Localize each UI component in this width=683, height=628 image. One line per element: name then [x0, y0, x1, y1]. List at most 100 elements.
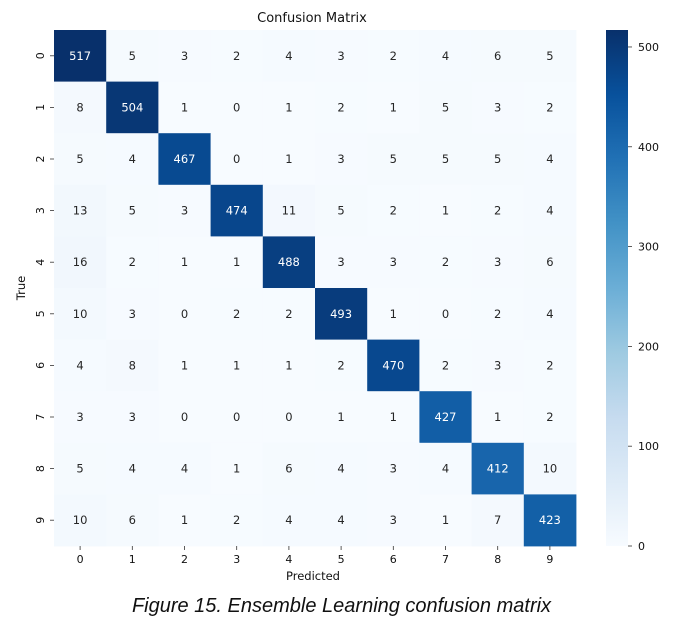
cell-value-label: 1	[390, 307, 397, 321]
heatmap-cell	[210, 442, 264, 495]
cell-value-label: 6	[494, 49, 501, 63]
cell-value-label: 504	[121, 100, 143, 114]
heatmap-cell	[367, 81, 420, 134]
cell-value-label: 1	[181, 358, 188, 372]
cell-value-label: 16	[73, 255, 88, 269]
x-tick-label: 2	[181, 553, 188, 566]
heatmap-cell	[523, 288, 577, 340]
heatmap-cell	[367, 391, 420, 444]
heatmap-cell	[158, 288, 211, 340]
heatmap-cell	[158, 30, 211, 82]
cell-value-label: 13	[73, 204, 88, 218]
colorbar-tick-label: 200	[638, 340, 659, 353]
y-axis-ticks: 0 1 2 3 4 5 6 7 8 9	[34, 52, 54, 524]
cell-value-label: 427	[435, 410, 457, 424]
heatmap-cell	[106, 133, 159, 186]
heatmap-cell	[523, 30, 577, 82]
cell-value-label: 1	[233, 255, 240, 269]
heatmap-cell	[419, 133, 472, 186]
cell-value-label: 5	[494, 152, 501, 166]
cell-value-label: 2	[494, 204, 501, 218]
cell-value-label: 3	[390, 462, 397, 476]
heatmap-cell	[315, 133, 368, 186]
x-tick-label: 6	[390, 553, 397, 566]
y-tick-label: 4	[34, 259, 47, 266]
heatmap-cell	[367, 133, 420, 186]
heatmap-cell	[315, 288, 368, 340]
heatmap-cell	[106, 30, 159, 82]
cell-value-label: 5	[76, 462, 83, 476]
cell-value-label: 5	[337, 204, 344, 218]
heatmap-cell	[106, 391, 159, 444]
cell-value-label: 467	[174, 152, 196, 166]
chart-title: Confusion Matrix	[257, 11, 367, 26]
heatmap-cell	[523, 391, 577, 444]
cell-value-label: 4	[181, 462, 188, 476]
cell-value-label: 3	[129, 410, 136, 424]
cell-value-label: 3	[337, 152, 344, 166]
heatmap-cell	[315, 442, 368, 495]
heatmap-cell	[315, 339, 368, 392]
cell-value-label: 2	[233, 307, 240, 321]
heatmap-cell	[419, 288, 472, 340]
cell-value-label: 4	[129, 462, 136, 476]
heatmap-cell	[367, 30, 420, 82]
x-axis-label: Predicted	[286, 569, 340, 583]
heatmap-cell	[106, 442, 159, 495]
heatmap-cell	[367, 339, 420, 392]
heatmap-cell	[210, 133, 264, 186]
heatmap-cell	[471, 133, 525, 186]
cell-value-label: 7	[494, 513, 501, 527]
heatmap-cell	[523, 133, 577, 186]
heatmap-cell	[210, 288, 264, 340]
heatmap-cell	[106, 236, 159, 289]
heatmap-cell	[419, 184, 472, 237]
heatmap-cell	[419, 30, 472, 82]
cell-value-label: 4	[129, 152, 136, 166]
x-tick-label: 7	[442, 553, 449, 566]
heatmap-cell	[523, 236, 577, 289]
cell-value-label: 2	[129, 255, 136, 269]
cell-value-label: 2	[442, 358, 449, 372]
heatmap-cell	[523, 494, 577, 547]
cell-value-label: 4	[337, 462, 344, 476]
heatmap-cell	[419, 236, 472, 289]
heatmap-cell	[158, 391, 211, 444]
heatmap-cell	[367, 184, 420, 237]
cell-value-label: 3	[494, 358, 501, 372]
heatmap-cell-labels: 517 5 3 2 4 3 2 4 6 58 504 1 0 1 2 1 5 3 25 4 467 0 1 3 5 5 5 413 5 3…	[69, 49, 561, 527]
heatmap-cell	[210, 30, 264, 82]
heatmap-cell	[471, 494, 525, 547]
colorbar-tick-label: 400	[638, 141, 659, 154]
heatmap-cell	[367, 494, 420, 547]
heatmap-cell	[54, 30, 107, 82]
colorbar-tick-label: 300	[638, 241, 659, 254]
cell-value-label: 4	[546, 307, 553, 321]
cell-value-label: 488	[278, 255, 300, 269]
heatmap-cells	[54, 30, 577, 547]
cell-value-label: 4	[285, 513, 292, 527]
x-tick-label: 3	[233, 553, 240, 566]
heatmap-cell	[54, 236, 107, 289]
x-axis-ticks: 0 1 2 3 4 5 6 7 8 9	[77, 546, 553, 566]
colorbar-tick-label: 100	[638, 440, 659, 453]
cell-value-label: 8	[76, 100, 83, 114]
cell-value-label: 1	[390, 410, 397, 424]
heatmap-cell	[471, 391, 525, 444]
cell-value-label: 3	[129, 307, 136, 321]
heatmap-cell	[210, 494, 264, 547]
cell-value-label: 493	[330, 307, 352, 321]
cell-value-label: 4	[546, 152, 553, 166]
heatmap-cell	[523, 184, 577, 237]
cell-value-label: 0	[233, 100, 240, 114]
heatmap-cell	[262, 288, 316, 340]
heatmap-cell	[262, 30, 316, 82]
heatmap-cell	[471, 288, 525, 340]
cell-value-label: 2	[337, 358, 344, 372]
heatmap-cell	[106, 81, 159, 134]
y-tick-label: 1	[34, 104, 47, 111]
cell-value-label: 517	[69, 49, 91, 63]
cell-value-label: 0	[285, 410, 292, 424]
cell-value-label: 4	[337, 513, 344, 527]
cell-value-label: 3	[337, 49, 344, 63]
